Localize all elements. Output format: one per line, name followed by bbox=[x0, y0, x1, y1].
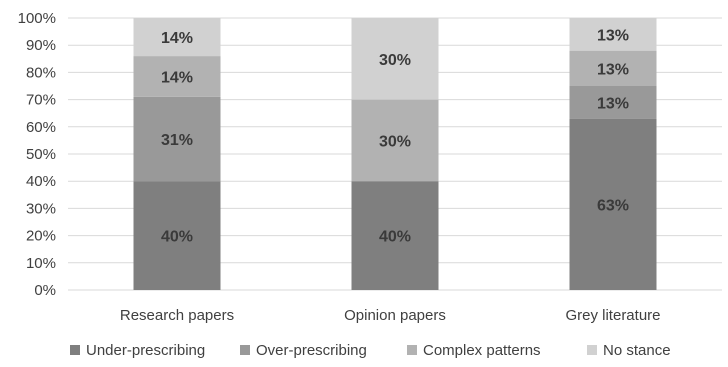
legend-label: Under-prescribing bbox=[86, 342, 205, 359]
y-tick-label: 100% bbox=[18, 10, 56, 27]
y-tick-label: 70% bbox=[26, 92, 56, 109]
bar-segment bbox=[351, 18, 439, 100]
y-axis: 0% 10% 20% 30% 40% 50% 60% 70% 80% 90% 100% bbox=[18, 10, 56, 299]
y-tick-label: 60% bbox=[26, 119, 56, 136]
bar-segment bbox=[569, 18, 657, 51]
legend-swatch bbox=[587, 345, 597, 355]
data-label: 13% bbox=[597, 95, 629, 112]
data-label: 30% bbox=[379, 133, 411, 150]
legend: Under-prescribing Over-prescribing Complex… bbox=[70, 342, 671, 359]
y-tick-label: 10% bbox=[26, 255, 56, 272]
y-tick-label: 20% bbox=[26, 228, 56, 245]
legend-label: No stance bbox=[603, 342, 671, 359]
y-tick-label: 40% bbox=[26, 173, 56, 190]
data-label: 40% bbox=[379, 229, 411, 246]
x-category-label: Grey literature bbox=[565, 307, 660, 324]
y-tick-label: 50% bbox=[26, 146, 56, 163]
y-tick-label: 80% bbox=[26, 64, 56, 81]
bar-segment bbox=[133, 18, 221, 57]
data-label: 14% bbox=[161, 30, 193, 47]
bar-segment bbox=[133, 56, 221, 97]
bar-segment bbox=[133, 181, 221, 290]
bar-segment bbox=[569, 86, 657, 119]
data-label: 63% bbox=[597, 197, 629, 214]
legend-label: Over-prescribing bbox=[256, 342, 367, 359]
legend-swatch bbox=[70, 345, 80, 355]
y-tick-label: 90% bbox=[26, 37, 56, 54]
y-tick-label: 30% bbox=[26, 200, 56, 217]
legend-swatch bbox=[240, 345, 250, 355]
data-label: 13% bbox=[597, 27, 629, 44]
legend-label: Complex patterns bbox=[423, 342, 541, 359]
data-label: 13% bbox=[597, 61, 629, 78]
data-label: 14% bbox=[161, 69, 193, 86]
bar-segment bbox=[351, 181, 439, 290]
bar-segment bbox=[351, 99, 439, 182]
x-category-label: Opinion papers bbox=[344, 307, 446, 324]
bar-segment bbox=[133, 96, 221, 182]
y-tick-label: 0% bbox=[34, 282, 56, 299]
x-axis: Research papers Opinion papers Grey litera… bbox=[120, 307, 661, 324]
bar-segment bbox=[569, 118, 657, 290]
data-label: 31% bbox=[161, 132, 193, 149]
data-label: 30% bbox=[379, 52, 411, 69]
bars bbox=[133, 18, 657, 290]
legend-swatch bbox=[407, 345, 417, 355]
x-category-label: Research papers bbox=[120, 307, 234, 324]
data-labels: 40% 31% 14% 14% 40% 30% 30% 63% 13% 13% 13% bbox=[161, 27, 629, 245]
data-label: 40% bbox=[161, 229, 193, 246]
bar-segment bbox=[569, 50, 657, 86]
